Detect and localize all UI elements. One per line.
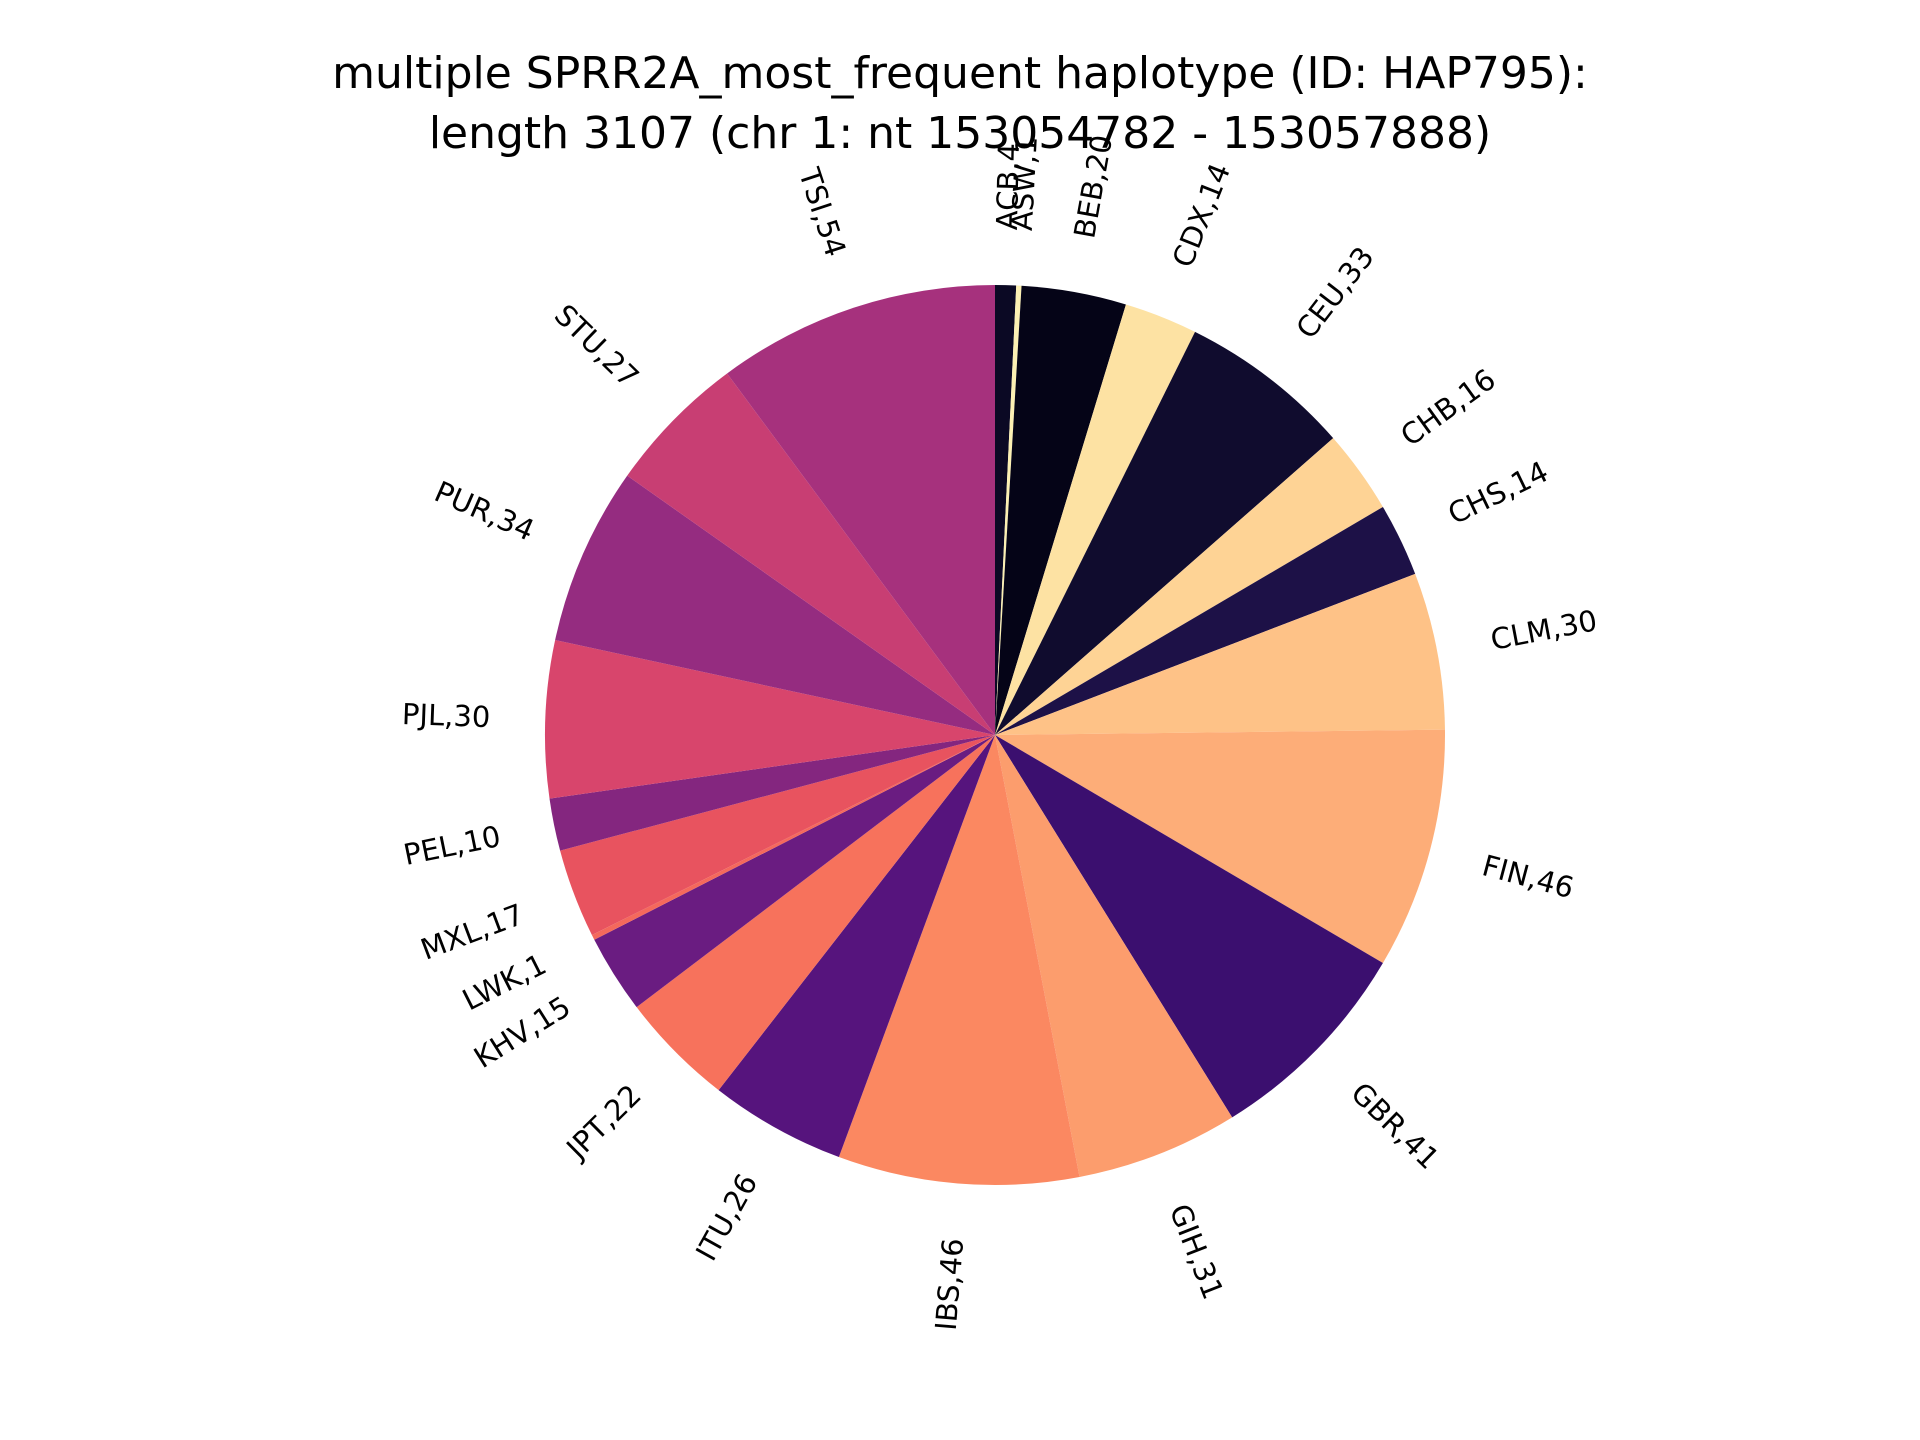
slice-label-pel: PEL,10	[401, 819, 504, 872]
pie-slice-gih	[995, 735, 1233, 1177]
slice-label-jpt: JPT,22	[559, 1078, 648, 1167]
slice-label-chb: CHB,16	[1394, 362, 1502, 453]
pie-slice-asw	[995, 285, 1022, 735]
slice-label-chs: CHS,14	[1443, 454, 1554, 531]
slice-label-ibs: IBS,46	[929, 1237, 971, 1332]
pie-slice-tsi	[727, 285, 995, 735]
pie-slice-chs	[995, 506, 1416, 735]
slice-label-gbr: GBR,41	[1344, 1076, 1445, 1176]
slice-label-itu: ITU,26	[689, 1168, 764, 1266]
pie-slice-chb	[995, 438, 1383, 735]
pie-slice-gbr	[995, 735, 1383, 1118]
slice-label-mxl: MXL,17	[416, 897, 528, 967]
pie-slice-ceu	[995, 331, 1334, 735]
pie-slice-fin	[995, 729, 1445, 964]
pie-slice-beb	[995, 285, 1126, 735]
slice-label-fin: FIN,46	[1479, 848, 1578, 905]
pie-slices	[545, 285, 1445, 1185]
pie-slice-ibs	[838, 735, 1080, 1185]
slice-label-gih: GIH,31	[1163, 1199, 1231, 1304]
slice-label-clm: CLM,30	[1488, 603, 1600, 657]
slice-label-stu: STU,27	[548, 298, 646, 395]
pie-slice-stu	[627, 373, 995, 735]
pie-slice-lwk	[591, 735, 995, 940]
chart-title-line-1: multiple SPRR2A_most_frequent haplotype …	[332, 48, 1588, 99]
slice-label-tsi: TSI,54	[792, 163, 853, 261]
slice-label-acb: ACB,4	[990, 143, 1026, 231]
chart-title-line-2: length 3107 (chr 1: nt 153054782 - 15305…	[429, 108, 1491, 159]
pie-slice-pel	[549, 735, 995, 851]
slice-label-pjl: PJL,30	[401, 697, 490, 734]
pie-slice-cdx	[995, 304, 1196, 735]
pie-slice-pjl	[545, 640, 995, 799]
slice-label-ceu: CEU,33	[1289, 240, 1381, 345]
pie-slice-clm	[995, 573, 1445, 735]
pie-slice-mxl	[560, 735, 995, 936]
slice-label-cdx: CDX,14	[1166, 158, 1238, 271]
pie-slice-itu	[718, 735, 995, 1158]
pie-slice-acb	[995, 285, 1017, 735]
slice-label-asw: ASW,1	[1005, 135, 1044, 231]
pie-slice-khv	[594, 735, 995, 1008]
pie-slice-jpt	[636, 735, 995, 1091]
slice-label-pur: PUR,34	[430, 474, 540, 547]
pie-slice-pur	[555, 475, 995, 735]
